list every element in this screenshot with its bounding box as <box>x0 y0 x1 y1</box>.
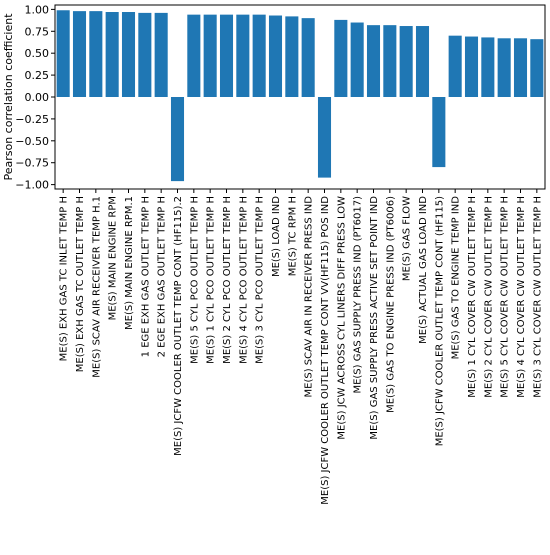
x-tick-label: ME(S) MAIN ENGINE RPM.1 <box>124 196 135 330</box>
bar <box>285 16 299 98</box>
x-tick-label: ME(S) SCAV AIR RECEIVER TEMP H.1 <box>91 196 102 378</box>
x-tick-label: 2 EGE EXH GAS OUTLET TEMP H <box>157 196 168 357</box>
x-tick-label: ME(S) JCFW COOLER OUTLET TEMP CONT (HF11… <box>434 196 445 446</box>
bar <box>464 36 479 97</box>
bar <box>399 26 413 97</box>
bar <box>236 14 250 98</box>
bar <box>203 14 217 98</box>
bar <box>432 97 446 168</box>
x-tick-label: ME(S) GAS FLOW <box>402 196 413 281</box>
bar <box>56 10 70 98</box>
y-tick-label: 1.00 <box>25 3 50 16</box>
x-tick-label: ME(S) TC RPM H <box>287 196 298 276</box>
x-tick-label: ME(S) JCFW COOLER OUTLET TEMP CONT VV(HF… <box>320 196 331 505</box>
x-tick-label: ME(S) MAIN ENGINE RPM <box>108 196 119 320</box>
bar <box>383 25 397 97</box>
x-tick-label: ME(S) GAS SUPPLY PRESS ACTIVE SET POINT … <box>369 196 380 440</box>
x-tick-label: ME(S) 5 CYL COVER CW OUTLET TEMP H <box>500 196 511 398</box>
bar <box>301 18 315 98</box>
x-tick-label: ME(S) LOAD IND <box>271 196 282 277</box>
bar <box>317 97 332 178</box>
bar <box>415 26 430 97</box>
bar <box>448 35 462 97</box>
y-axis-label: Pearson correlation coefficient <box>2 13 15 181</box>
x-tick-label: ME(S) GAS SUPPLY PRESS IND (PT6017) <box>353 196 364 394</box>
y-tick-label: −0.50 <box>15 135 49 148</box>
bar <box>72 11 87 98</box>
x-tick-label: ME(S) 4 CYL PCO OUTLET TEMP H <box>238 196 249 364</box>
y-tick-label: −0.75 <box>15 157 49 170</box>
bar <box>530 39 544 97</box>
plot-frame <box>54 4 546 190</box>
bar <box>219 14 234 98</box>
bar <box>481 37 495 97</box>
x-tick-label: ME(S) 1 CYL COVER CW OUTLET TEMP H <box>467 196 478 398</box>
bar <box>105 12 119 98</box>
bar <box>121 12 136 98</box>
x-tick-label: ME(S) 2 CYL COVER CW OUTLET TEMP H <box>483 196 494 398</box>
bar <box>252 14 266 98</box>
x-tick-label: ME(S) 5 CYL PCO OUTLET TEMP H <box>189 196 200 364</box>
y-axis: −1.00 −0.75 −0.50 −0.25 0.00 0.25 0.50 0.75 1.00 <box>15 3 55 192</box>
x-tick-label: ME(S) 3 CYL COVER CW OUTLET TEMP H <box>532 196 543 398</box>
bar <box>513 38 528 97</box>
x-tick-label: ME(S) EXH GAS TC OUTLET TEMP H <box>75 196 86 372</box>
x-tick-label: ME(S) ACTUAL GAS LOAD IND <box>418 196 429 344</box>
y-tick-label: 0.75 <box>25 25 50 38</box>
bar <box>497 38 511 97</box>
y-tick-label: 0.25 <box>25 69 50 82</box>
bar <box>334 19 348 97</box>
y-tick-label: −0.25 <box>15 113 49 126</box>
bar <box>187 14 201 98</box>
y-tick-label: 0.50 <box>25 47 50 60</box>
y-tick-label: −1.00 <box>15 179 49 192</box>
bars-group <box>56 10 544 182</box>
bar <box>350 22 364 97</box>
x-tick-label: ME(S) JCW ACROSS CYL LINERS DIFF PRESS L… <box>336 196 347 440</box>
bar <box>268 15 283 98</box>
x-tick-label: ME(S) 4 CYL COVER CW OUTLET TEMP H <box>516 196 527 398</box>
x-tick-label: ME(S) 1 CYL PCO OUTLET TEMP H <box>206 196 217 364</box>
bar <box>170 97 185 182</box>
x-axis: ME(S) EXH GAS TC INLET TEMP H ME(S) EXH G… <box>59 189 543 505</box>
y-tick-label: 0.00 <box>25 91 50 104</box>
x-tick-label: ME(S) EXH GAS TC INLET TEMP H <box>59 196 70 361</box>
x-tick-label: ME(S) SCAV AIR IN RECEIVER PRESS IND <box>304 196 315 398</box>
x-tick-label: ME(S) 2 CYL PCO OUTLET TEMP H <box>222 196 233 364</box>
bar <box>154 12 168 98</box>
x-tick-label: ME(S) 3 CYL PCO OUTLET TEMP H <box>255 196 266 364</box>
x-tick-label: ME(S) GAS TO ENGINE TEMP IND <box>451 196 462 360</box>
x-tick-label: ME(S) JCFW COOLER OUTLET TEMP CONT (HF11… <box>173 196 184 456</box>
bar <box>89 11 103 98</box>
x-tick-label: ME(S) GAS TO ENGINE PRESS IND (PT6006) <box>385 196 396 413</box>
bar <box>138 12 152 98</box>
x-tick-label: 1 EGE EXH GAS OUTLET TEMP H <box>140 196 151 357</box>
bar <box>366 25 381 97</box>
